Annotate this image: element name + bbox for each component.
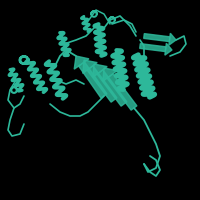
Polygon shape (87, 66, 117, 102)
Polygon shape (169, 33, 176, 45)
Polygon shape (83, 60, 97, 73)
Polygon shape (93, 64, 107, 77)
Polygon shape (103, 68, 117, 81)
Polygon shape (74, 56, 89, 69)
Polygon shape (97, 70, 127, 106)
Polygon shape (107, 74, 137, 110)
Polygon shape (165, 43, 172, 55)
Polygon shape (144, 34, 170, 42)
Polygon shape (140, 44, 166, 52)
Polygon shape (79, 62, 107, 98)
